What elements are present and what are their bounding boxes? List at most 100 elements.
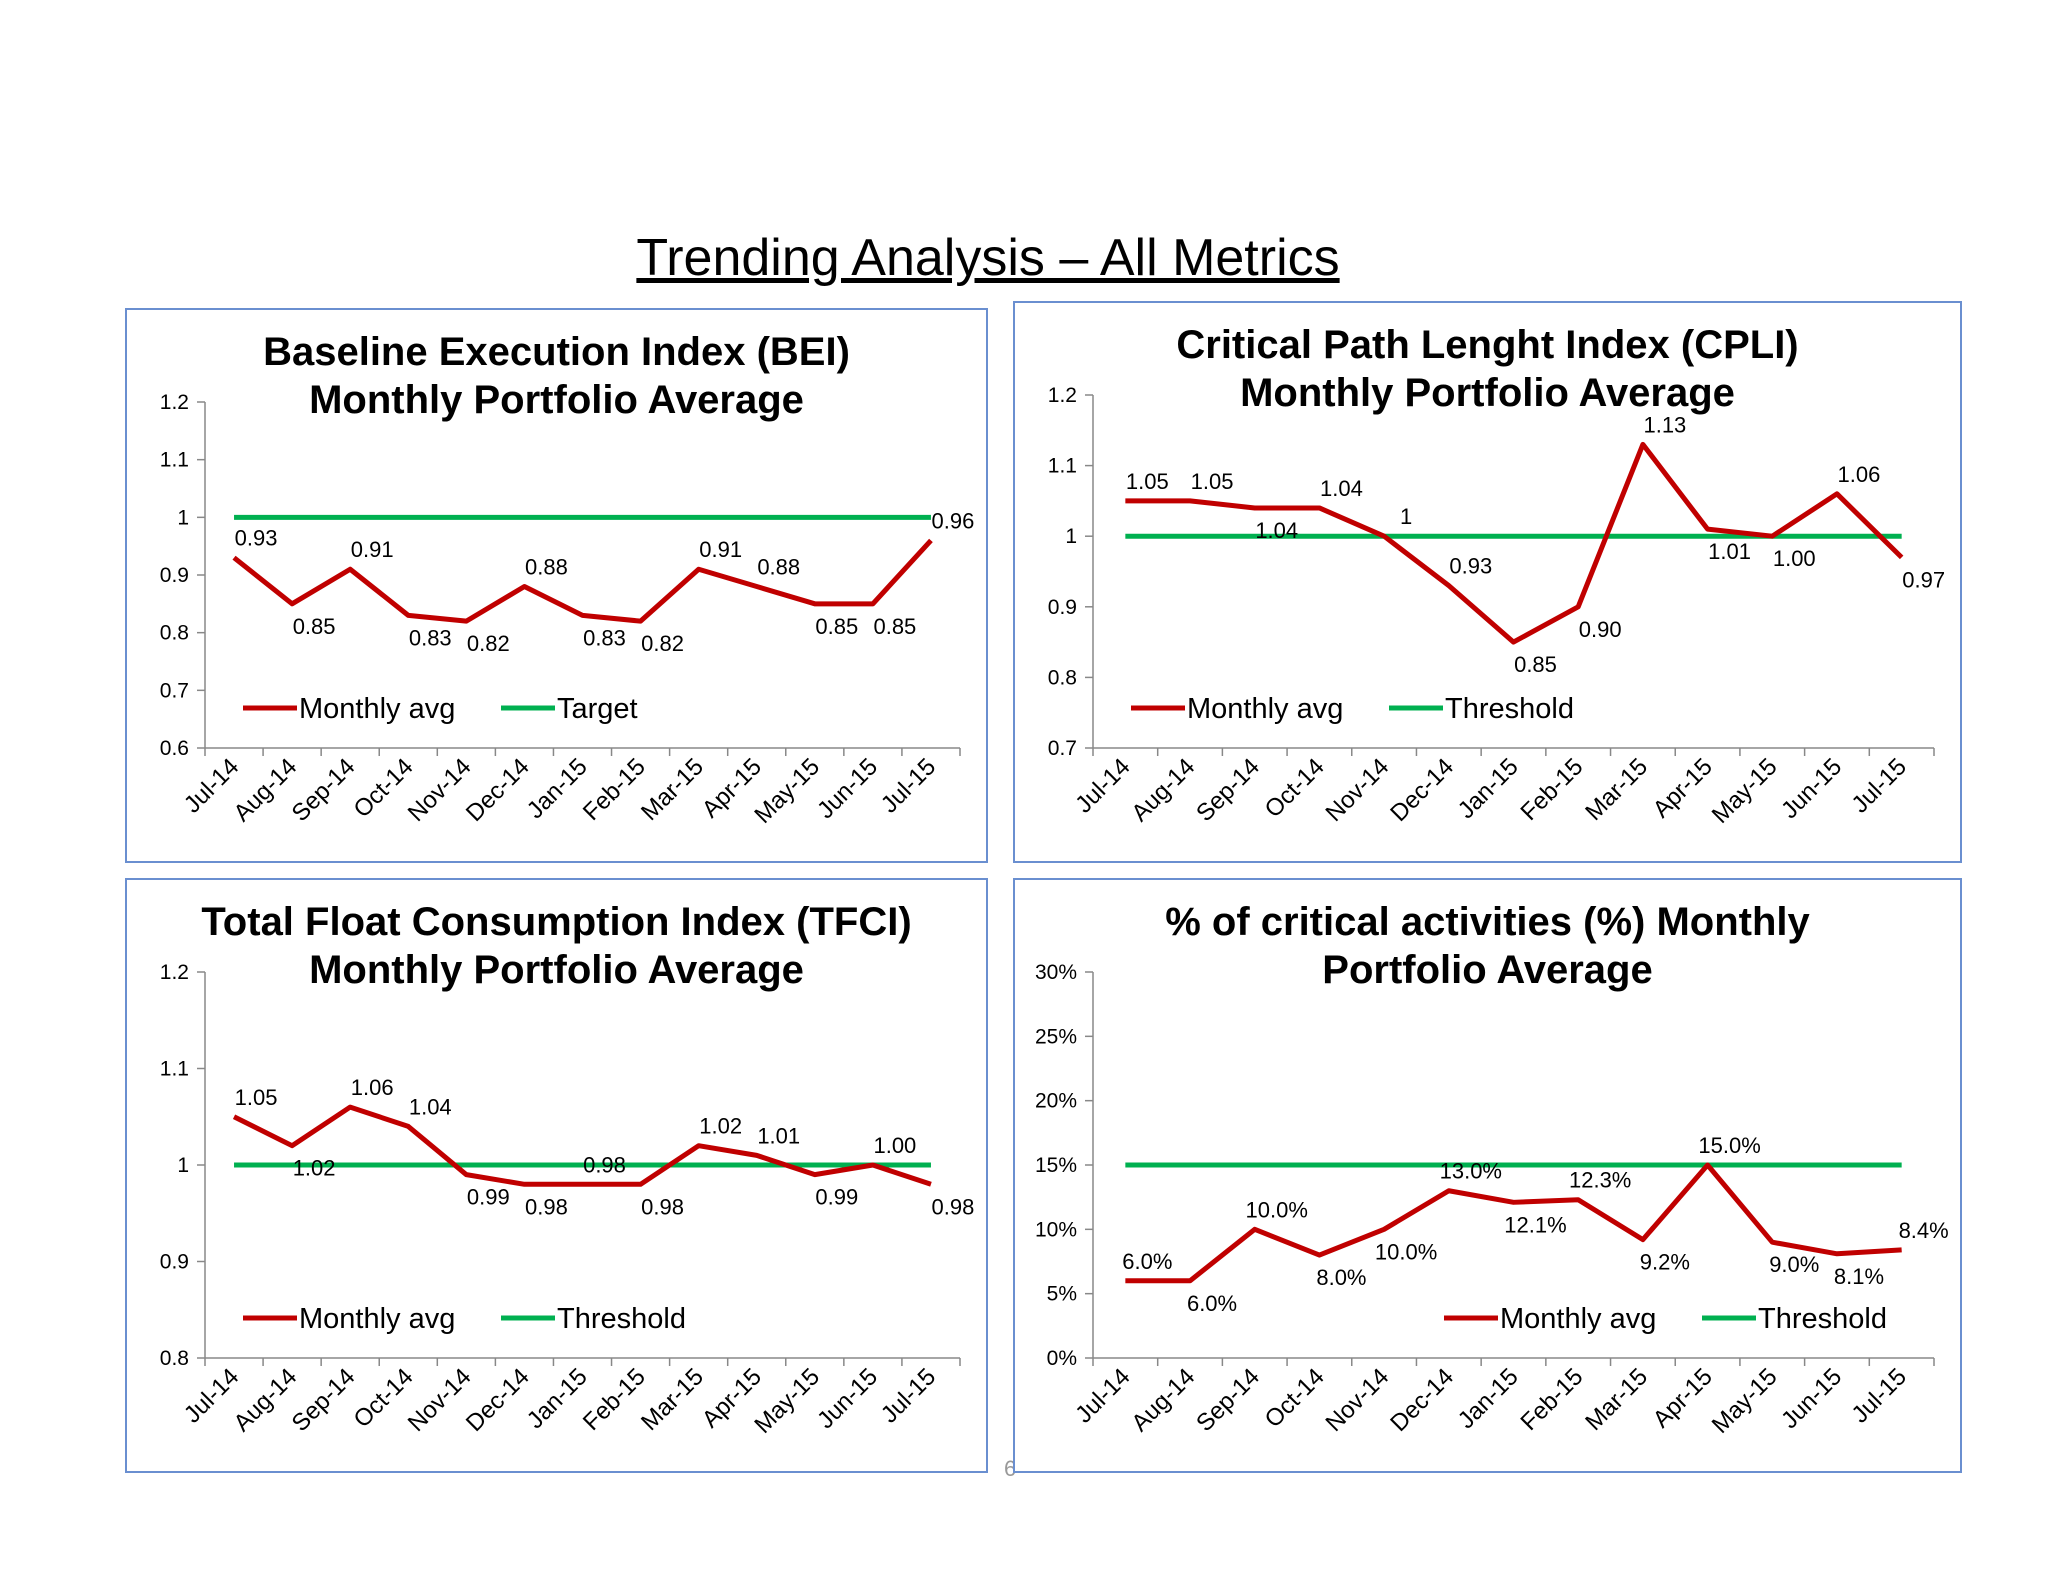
data-label: 13.0% [1440,1159,1502,1184]
data-label: 1.06 [1838,462,1881,487]
data-label: 0.98 [583,1152,626,1177]
y-tick-label: 1 [177,506,189,529]
data-label: 1.00 [1773,546,1816,571]
x-tick-label: Jul-14 [1070,753,1135,818]
data-label: 9.2% [1640,1250,1690,1275]
data-label: 1.02 [293,1156,336,1181]
y-tick-label: 1.2 [160,961,189,984]
data-label: 1.01 [757,1123,800,1148]
y-tick-label: 0.8 [1048,666,1077,689]
chart: 0.60.70.80.911.11.2Jul-14Aug-14Sep-14Oct… [160,391,975,829]
data-label: 1 [1400,504,1412,529]
series-line [1125,441,1904,645]
x-tick-label: Jan-15 [1453,753,1524,824]
y-tick-label: 0.9 [160,564,189,587]
data-label: 8.0% [1316,1265,1366,1290]
data-label: 10.0% [1246,1197,1308,1222]
y-tick-label: 0.6 [160,737,189,760]
x-tick-label: Oct-14 [1260,1363,1330,1433]
x-tick-label: Jan-15 [522,753,593,824]
x-tick-label: Jan-15 [1453,1363,1524,1434]
legend-label: Threshold [1758,1303,1887,1335]
x-tick-label: Sep-14 [1191,753,1265,827]
x-tick-label: Nov-14 [1321,753,1395,827]
x-tick-label: Nov-14 [403,1363,477,1437]
data-label: 1.13 [1643,412,1686,437]
x-tick-label: Sep-14 [287,1363,361,1437]
y-tick-label: 0% [1047,1347,1077,1370]
chart-title: % of critical activities (%) Monthly Por… [1165,900,1810,992]
x-tick-label: Mar-15 [636,1363,709,1436]
data-label: 0.99 [467,1185,510,1210]
data-label: 0.85 [873,614,916,639]
data-label: 8.1% [1834,1264,1884,1289]
data-label: 1.02 [699,1114,742,1139]
data-label: 9.0% [1769,1252,1819,1277]
data-label: 8.4% [1899,1218,1949,1243]
page-title: Trending Analysis – All Metrics [636,229,1340,287]
data-label: 6.0% [1187,1291,1237,1316]
series-line [232,538,933,624]
data-label: 1.04 [409,1094,452,1119]
data-label: 0.93 [235,526,278,551]
chart: 0.7 0.8 0.9 1 1.1 1.2 Jul-14Aug-14Sep-14Oct-14… [1048,384,1945,829]
y-tick-label: 25% [1035,1025,1077,1048]
data-label: 0.97 [1902,567,1945,592]
x-tick-label: Oct-14 [1260,753,1330,823]
x-tick-label: Feb-15 [1516,1363,1589,1436]
data-label: 1.05 [235,1085,278,1110]
x-tick-label: Aug-14 [1126,753,1200,827]
y-tick-label: 5% [1047,1283,1077,1306]
data-label: 0.93 [1449,554,1492,579]
y-tick-label: 1.1 [160,449,189,472]
y-tick-label: 30% [1035,961,1077,984]
y-tick-label: 0.8 [160,622,189,645]
data-label: 1.00 [873,1133,916,1158]
chart-panel: 0.7 0.8 0.9 1 1.1 1.2 Jul-14 Aug-14 Sep-14 Oct-14… [1013,301,1962,863]
x-tick-label: Dec-14 [1385,753,1459,827]
data-label: 1.05 [1191,469,1234,494]
chart-title: Baseline Execution Index (BEI) Monthly P… [263,330,850,422]
x-tick-label: Sep-14 [1191,1363,1265,1437]
data-label: 1.04 [1255,518,1298,543]
x-tick-label: Apr-15 [1648,1363,1718,1433]
x-tick-label: Mar-15 [636,753,709,826]
x-tick-label: Nov-14 [403,753,477,827]
x-tick-label: Sep-14 [287,753,361,827]
x-tick-label: Dec-14 [1385,1363,1459,1437]
x-tick-label: Jul-14 [1070,1363,1135,1428]
x-tick-label: Jul-15 [1847,1363,1912,1428]
chart-panel: 0% 5% 10% 15% 20% 25% 30% Jul-14 Aug-14 Sep-14 Oct… [1013,878,1962,1473]
y-tick-label: 0.9 [1048,596,1077,619]
data-label: 10.0% [1375,1239,1437,1264]
chart: 0.80.911.11.2Jul-14Aug-14Sep-14Oct-14Nov… [160,961,975,1439]
x-tick-label: Aug-14 [229,1363,303,1437]
series-line [1125,1162,1902,1284]
data-label: 1.04 [1320,476,1363,501]
x-tick-label: Feb-15 [1516,753,1589,826]
y-tick-label: 0.7 [160,679,189,702]
data-label: 0.91 [699,537,742,562]
legend-label: Threshold [1445,693,1574,725]
y-tick-label: 1 [177,1154,189,1177]
y-tick-label: 0.8 [160,1347,189,1370]
data-label: 0.98 [641,1194,684,1219]
series-line [232,1104,932,1187]
y-tick-label: 1.1 [160,1058,189,1081]
x-tick-label: Apr-15 [1648,753,1718,823]
data-label: 1.06 [351,1075,394,1100]
data-label: 6.0% [1122,1249,1172,1274]
data-label: 12.3% [1569,1168,1631,1193]
data-label: 1.05 [1126,469,1169,494]
x-tick-label: Jul-15 [1847,753,1912,818]
x-tick-label: Jun-15 [812,753,883,824]
data-label: 0.85 [815,614,858,639]
x-tick-label: Jun-15 [1776,1363,1847,1434]
x-tick-label: May-15 [1707,753,1783,829]
y-tick-label: 20% [1035,1090,1077,1113]
x-tick-label: May-15 [1707,1363,1783,1439]
data-label: 0.88 [525,555,568,580]
data-label: 0.88 [757,555,800,580]
x-tick-label: Mar-15 [1580,1363,1653,1436]
